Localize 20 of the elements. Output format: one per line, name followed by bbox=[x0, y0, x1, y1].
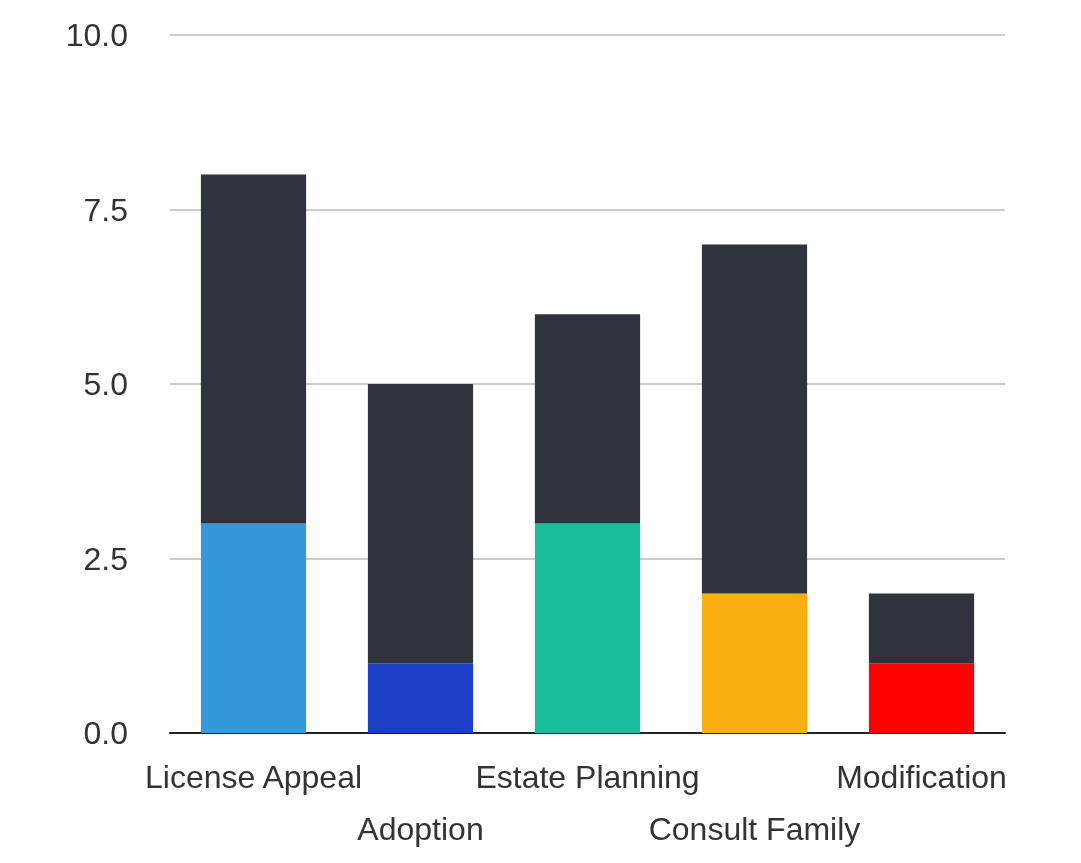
x-tick-label: Estate Planning bbox=[475, 759, 700, 795]
bar bbox=[534, 523, 641, 733]
bar bbox=[701, 593, 808, 733]
y-tick-label: 5.0 bbox=[83, 366, 128, 402]
bar bbox=[868, 593, 975, 664]
bar bbox=[200, 174, 307, 524]
y-tick-label: 10.0 bbox=[65, 17, 128, 53]
bar bbox=[367, 663, 474, 733]
bar bbox=[200, 523, 307, 733]
bar bbox=[868, 663, 975, 733]
bar bbox=[534, 314, 641, 524]
y-tick-label: 7.5 bbox=[83, 191, 128, 228]
bar bbox=[701, 244, 808, 594]
x-tick-label: Consult Family bbox=[648, 811, 861, 847]
bar bbox=[367, 384, 474, 664]
x-tick-label: Modification bbox=[836, 759, 1007, 795]
x-tick-label: Adoption bbox=[357, 811, 484, 847]
x-tick-label: License Appeal bbox=[144, 759, 363, 795]
y-tick-label: 0.0 bbox=[83, 715, 128, 751]
y-tick-label: 2.5 bbox=[83, 540, 128, 577]
